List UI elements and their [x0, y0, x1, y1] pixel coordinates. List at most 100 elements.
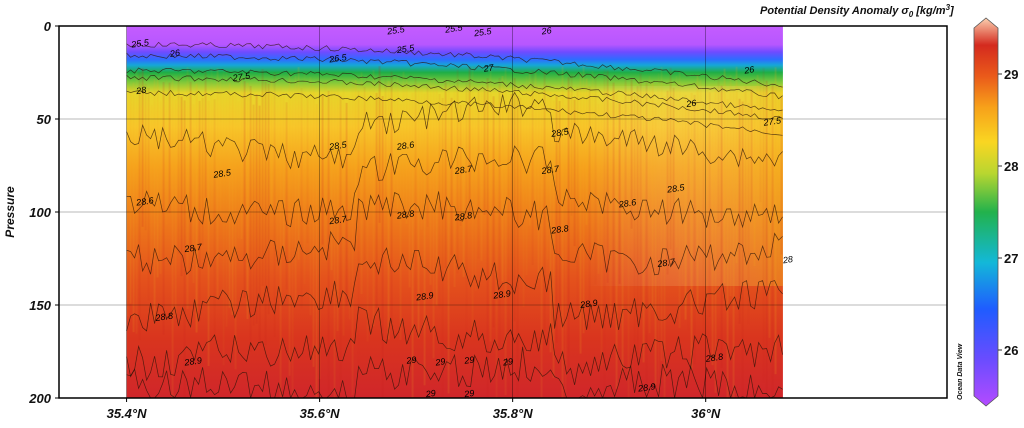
field-streak: [633, 95, 636, 386]
contour-label: 29: [463, 354, 475, 365]
field-streak: [495, 101, 498, 398]
field-streak: [180, 96, 183, 277]
field-streak: [591, 70, 594, 256]
field-streak: [504, 66, 507, 396]
chart-title: Potential Density Anomaly σ0 [kg/m3]: [760, 3, 954, 19]
field-streak: [684, 95, 687, 320]
field-streak: [708, 92, 711, 318]
field-streak: [642, 87, 645, 363]
field-streak: [756, 74, 759, 211]
field-streak: [759, 79, 762, 203]
field-streak: [729, 75, 732, 297]
field-streak: [366, 92, 369, 342]
field-streak: [351, 79, 354, 396]
field-streak: [408, 98, 411, 288]
field-streak: [147, 88, 150, 301]
field-streak: [537, 86, 540, 279]
contour-label: 26: [168, 48, 180, 59]
field-streak: [636, 86, 639, 395]
field-streak: [393, 75, 396, 199]
field-streak: [297, 67, 300, 260]
field-streak: [228, 82, 231, 308]
field-streak: [315, 103, 318, 398]
contour-label: 28.6: [135, 195, 155, 207]
field-streak: [396, 76, 399, 209]
contour-label: 28.8: [704, 352, 724, 364]
contour-labels: 25.5 26 27.5 28 26.5 25.5 25.5 25.5 25.5 27 26 26 26…: [130, 26, 794, 399]
contour-label: 28.7: [328, 214, 349, 227]
field-streak: [273, 72, 276, 338]
field-streak: [726, 98, 729, 398]
field-streak: [741, 101, 744, 398]
field-streak: [714, 90, 717, 393]
field-streak: [453, 91, 456, 288]
field-streak: [255, 94, 258, 324]
field-streak: [672, 87, 675, 261]
field-streak: [372, 69, 375, 327]
field-streak: [576, 87, 579, 312]
field-streak: [186, 66, 189, 309]
contour-label: 28.8: [550, 223, 570, 235]
contour-label: 29: [424, 388, 436, 399]
field-streak: [717, 76, 720, 227]
field-streak: [363, 86, 366, 261]
field-streak: [489, 66, 492, 342]
field-streak: [516, 95, 519, 398]
field-streak: [387, 80, 390, 340]
x-tick-label: 36°N: [691, 406, 721, 421]
field-streak: [513, 77, 516, 322]
field-streak: [678, 71, 681, 328]
isopycnal-line: [126, 191, 783, 276]
field-streak: [144, 83, 147, 231]
field-streak: [132, 82, 135, 333]
field-streak: [738, 98, 741, 324]
field-streak: [243, 81, 246, 298]
colorbar-ticks: 26 27 28 29: [998, 67, 1018, 358]
isopycnal-line: [126, 52, 783, 100]
field-streak: [201, 97, 204, 246]
field-streak: [615, 93, 618, 389]
field-streak: [696, 74, 699, 310]
field-streak: [534, 72, 537, 208]
field-streak: [585, 78, 588, 225]
field-streak: [606, 70, 609, 283]
isopycnal-line: [126, 75, 783, 120]
colorbar: 26 27 28 29: [973, 17, 1018, 407]
field-streak: [564, 105, 567, 398]
field-streak: [195, 83, 198, 333]
field-streak: [291, 88, 294, 398]
field-streak: [612, 82, 615, 315]
y-tick-label: 0: [44, 19, 52, 34]
field-streak: [540, 104, 543, 398]
x-tick-label: 35.6°N: [300, 406, 341, 421]
field-streak: [360, 72, 363, 295]
field-streak: [579, 72, 582, 354]
contour-label: 28.9: [636, 381, 656, 393]
contour-label: 28.6: [395, 140, 415, 152]
contour-label: 28.9: [579, 298, 599, 310]
contour-label: 28.6: [617, 197, 637, 209]
field-streak: [594, 76, 597, 285]
field-streak: [288, 73, 291, 376]
field-streak: [294, 76, 297, 303]
field-streak: [189, 81, 192, 250]
field-streak: [753, 104, 756, 266]
field-streak: [204, 72, 207, 198]
isopycnal-line: [126, 306, 783, 385]
field-streak: [381, 96, 384, 398]
contour-label: 28.9: [183, 355, 203, 367]
field-streak: [462, 103, 465, 277]
field-streak: [138, 72, 141, 341]
field-streak: [438, 94, 441, 309]
field-streak: [447, 82, 450, 394]
field-streak: [546, 85, 549, 260]
field-streak: [405, 79, 408, 224]
contour-label: 29: [501, 356, 513, 367]
field-streak: [213, 99, 216, 338]
field-streak: [531, 70, 534, 265]
field-streak: [177, 75, 180, 254]
field-streak: [198, 100, 201, 322]
contour-label: 28.7: [656, 257, 677, 270]
contour-label: 25.5: [472, 26, 493, 39]
